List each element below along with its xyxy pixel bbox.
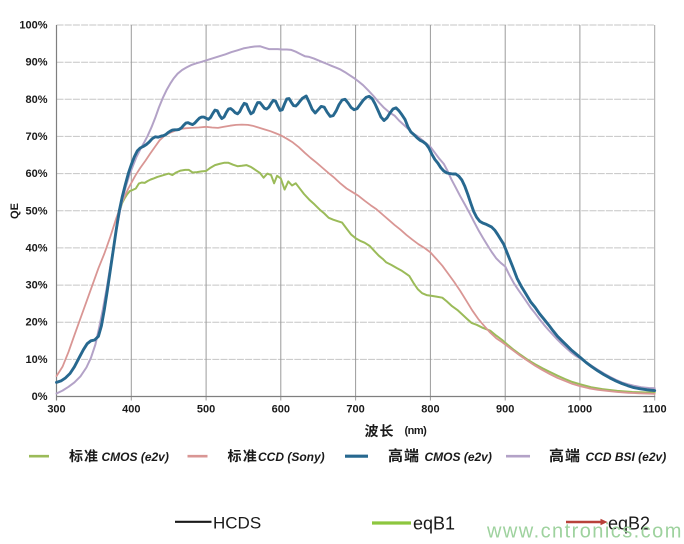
svg-text:QE: QE: [9, 203, 21, 219]
svg-text:1000: 1000: [568, 404, 592, 416]
svg-text:70%: 70%: [25, 131, 47, 143]
svg-text:30%: 30%: [25, 280, 47, 292]
svg-text:10%: 10%: [25, 354, 47, 366]
svg-text:CCD (Sony): CCD (Sony): [258, 450, 325, 464]
svg-text:60%: 60%: [25, 168, 47, 180]
svg-text:500: 500: [197, 404, 215, 416]
svg-text:90%: 90%: [25, 57, 47, 69]
svg-text:400: 400: [122, 404, 140, 416]
svg-text:eqB2: eqB2: [608, 514, 650, 534]
svg-text:900: 900: [496, 404, 514, 416]
svg-text:eqB1: eqB1: [413, 514, 455, 534]
svg-text:20%: 20%: [25, 317, 47, 329]
svg-text:0%: 0%: [32, 391, 48, 403]
svg-text:CMOS (e2v): CMOS (e2v): [102, 450, 169, 464]
svg-text:50%: 50%: [25, 205, 47, 217]
svg-text:80%: 80%: [25, 94, 47, 106]
svg-text:HCDS: HCDS: [213, 514, 261, 533]
svg-text:800: 800: [421, 404, 439, 416]
svg-text:700: 700: [346, 404, 364, 416]
svg-text:CCD BSI (e2v): CCD BSI (e2v): [586, 450, 667, 464]
svg-text:100%: 100%: [19, 20, 47, 32]
svg-text:40%: 40%: [25, 242, 47, 254]
svg-text:www.cntronics.com: www.cntronics.com: [486, 521, 683, 543]
svg-text:300: 300: [47, 404, 65, 416]
svg-text:CMOS (e2v): CMOS (e2v): [425, 450, 492, 464]
svg-text:(nm): (nm): [405, 425, 428, 437]
svg-text:1100: 1100: [643, 404, 667, 416]
svg-text:600: 600: [272, 404, 290, 416]
